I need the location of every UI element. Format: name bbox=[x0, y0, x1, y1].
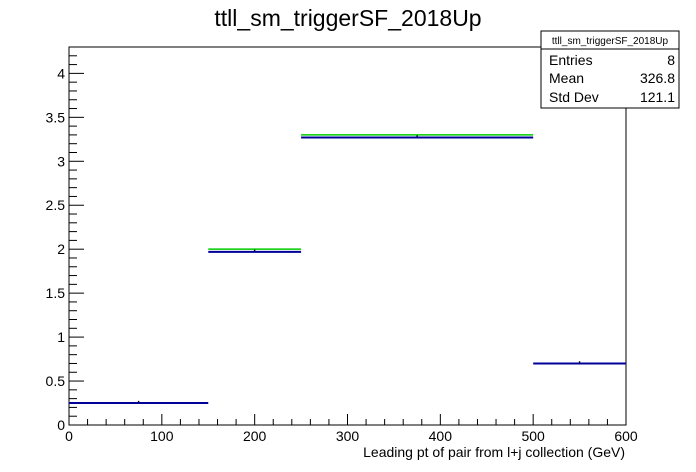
stats-stddev-value: 121.1 bbox=[640, 89, 675, 105]
y-tick-label: 4 bbox=[57, 65, 65, 81]
y-tick-label: 1.5 bbox=[46, 285, 66, 301]
x-tick-label: 0 bbox=[65, 428, 73, 444]
stats-entries-value: 8 bbox=[667, 52, 675, 68]
x-tick-label: 500 bbox=[521, 428, 545, 444]
x-tick-label: 600 bbox=[614, 428, 638, 444]
bin-center-marker bbox=[253, 249, 256, 252]
x-tick-label: 300 bbox=[336, 428, 360, 444]
x-tick-label: 100 bbox=[150, 428, 174, 444]
y-tick-label: 2 bbox=[57, 241, 65, 257]
stats-stddev-label: Std Dev bbox=[549, 89, 599, 105]
uncertainty-band-layer bbox=[208, 134, 534, 250]
x-axis-label: Leading pt of pair from l+j collection (… bbox=[363, 444, 625, 460]
y-tick-label: 3.5 bbox=[46, 109, 66, 125]
y-tick-label: 3 bbox=[57, 153, 65, 169]
stats-entries-label: Entries bbox=[549, 52, 593, 68]
y-tick-label: 0 bbox=[57, 417, 65, 433]
bin-center-marker bbox=[137, 400, 140, 403]
y-tick-label: 2.5 bbox=[46, 197, 66, 213]
bin-center-marker bbox=[416, 135, 418, 137]
bin-center-marker bbox=[578, 361, 581, 363]
histogram-bin-layer bbox=[69, 135, 626, 405]
x-axis: 0 100 200 300 400 500 600 bbox=[65, 414, 638, 444]
stats-box-frame bbox=[540, 30, 680, 109]
x-tick-label: 400 bbox=[429, 428, 453, 444]
chart-title: ttll_sm_triggerSF_2018Up bbox=[214, 5, 481, 31]
stats-box: ttll_sm_triggerSF_2018Up Entries 8 Mean … bbox=[540, 30, 680, 109]
stats-mean-value: 326.8 bbox=[640, 70, 675, 86]
stats-box-title: ttll_sm_triggerSF_2018Up bbox=[552, 36, 669, 47]
y-tick-label: 0.5 bbox=[46, 373, 66, 389]
y-tick-label: 1 bbox=[57, 329, 65, 345]
stats-mean-label: Mean bbox=[549, 70, 584, 86]
x-tick-label: 200 bbox=[243, 428, 267, 444]
y-axis: 0 0.5 1 1.5 2 2.5 3 3.5 4 bbox=[46, 46, 84, 433]
